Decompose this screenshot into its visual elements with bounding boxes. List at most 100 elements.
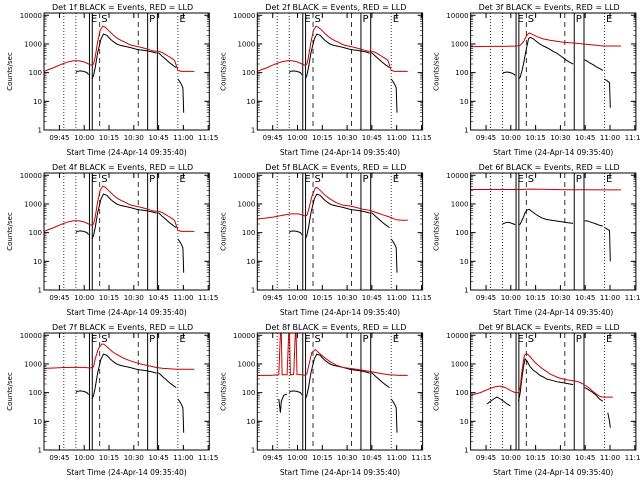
x-tick-label: 10:45 (149, 294, 169, 302)
x-axis-label: Start Time (24-Apr-14 09:35:40) (280, 148, 400, 157)
y-tick-label: 1000 (451, 200, 469, 208)
phase-marker: S (528, 14, 534, 25)
phase-marker: E (393, 174, 399, 185)
series-events (371, 52, 390, 69)
y-tick-label: 10000 (446, 172, 468, 180)
plot-frame (43, 12, 210, 131)
x-tick-label: 10:45 (575, 134, 595, 142)
phase-marker: P (576, 14, 582, 25)
y-tick-label: 1000 (24, 200, 42, 208)
series-events (75, 70, 89, 76)
y-tick-label: 1 (38, 287, 42, 295)
series-lld (257, 186, 408, 221)
series-events (177, 238, 185, 273)
phase-marker: E (606, 334, 612, 345)
plot-frame (470, 172, 637, 291)
series-events (371, 372, 390, 389)
x-tick-label: 11:00 (600, 134, 620, 142)
y-tick-label: 10 (460, 418, 469, 426)
x-axis-label: Start Time (24-Apr-14 09:35:40) (280, 468, 400, 477)
series-events (91, 33, 157, 80)
series-events (604, 227, 611, 262)
phase-marker: E (518, 14, 524, 25)
series-events (390, 78, 398, 113)
x-axis-label: Start Time (24-Apr-14 09:35:40) (67, 148, 187, 157)
x-tick-label: 10:30 (124, 294, 144, 302)
x-tick-label: 11:00 (173, 294, 193, 302)
y-tick-label: 1000 (24, 360, 42, 368)
x-tick-label: 10:30 (550, 454, 570, 462)
x-tick-label: 10:45 (575, 454, 595, 462)
series-events (518, 36, 574, 80)
y-tick-label: 1 (38, 127, 42, 135)
phase-marker: E (518, 334, 524, 345)
panel-title: Det 8f BLACK = Events, RED = LLD (265, 323, 406, 332)
x-tick-label: 10:30 (337, 134, 357, 142)
y-axis-label: Counts/sec (219, 372, 227, 411)
x-tick-label: 11:15 (625, 134, 640, 142)
panel-det-2: Det 2f BLACK = Events, RED = LLD Counts/s… (219, 3, 431, 157)
y-tick-label: 100 (29, 69, 42, 77)
x-tick-label: 09:45 (49, 454, 69, 462)
y-axis-label: Counts/sec (219, 52, 227, 91)
series-events (390, 238, 398, 273)
panel-title: Det 3f BLACK = Events, RED = LLD (479, 3, 620, 12)
series-lld (470, 352, 613, 398)
x-tick-label: 09:45 (49, 294, 69, 302)
x-tick-label: 11:15 (411, 294, 431, 302)
x-axis-label: Start Time (24-Apr-14 09:35:40) (280, 308, 400, 317)
x-tick-label: 09:45 (263, 134, 283, 142)
series-events (288, 230, 303, 236)
x-tick-label: 10:45 (362, 294, 382, 302)
plot-frame (43, 172, 210, 291)
phase-marker: P (149, 14, 155, 25)
x-tick-label: 11:15 (411, 454, 431, 462)
y-tick-label: 10 (460, 98, 469, 106)
phase-marker: E (304, 14, 310, 25)
x-tick-label: 10:15 (312, 134, 332, 142)
y-tick-label: 10 (33, 418, 42, 426)
series-events (177, 78, 185, 113)
y-axis-label: Counts/sec (6, 212, 14, 251)
panel-title: Det 4f BLACK = Events, RED = LLD (52, 163, 193, 172)
x-tick-label: 11:15 (625, 294, 640, 302)
phase-marker: S (315, 14, 321, 25)
series-events (75, 390, 89, 396)
phase-marker: P (149, 174, 155, 185)
panel-title: Det 7f BLACK = Events, RED = LLD (52, 323, 193, 332)
y-axis-label: Counts/sec (219, 212, 227, 251)
plot-frame (256, 332, 424, 451)
plot-frame (470, 332, 637, 451)
series-events (502, 71, 516, 76)
y-axis-label: Counts/sec (6, 372, 14, 411)
x-tick-label: 11:15 (625, 454, 640, 462)
series-events (607, 412, 611, 428)
panel-title: Det 9f BLACK = Events, RED = LLD (479, 323, 620, 332)
y-tick-label: 1 (464, 447, 468, 455)
panel-title: Det 5f BLACK = Events, RED = LLD (265, 163, 406, 172)
x-tick-label: 11:00 (387, 454, 407, 462)
phase-marker: E (606, 174, 612, 185)
x-tick-label: 09:45 (263, 294, 283, 302)
x-tick-label: 09:45 (476, 294, 496, 302)
x-tick-label: 10:15 (99, 294, 119, 302)
y-tick-label: 1000 (237, 360, 255, 368)
y-tick-label: 1000 (24, 40, 42, 48)
series-events (278, 393, 288, 413)
x-tick-label: 10:30 (124, 134, 144, 142)
x-tick-label: 09:45 (476, 134, 496, 142)
y-tick-label: 10 (246, 418, 255, 426)
series-events (584, 59, 604, 71)
series-events (584, 387, 604, 402)
x-tick-label: 10:00 (287, 294, 307, 302)
panel-det-1: Det 1f BLACK = Events, RED = LLD Counts/s… (6, 3, 218, 157)
series-events (304, 33, 370, 80)
series-events (177, 398, 185, 433)
y-tick-label: 100 (455, 229, 468, 237)
y-tick-label: 1 (38, 447, 42, 455)
x-tick-label: 10:00 (74, 454, 94, 462)
x-tick-label: 11:00 (600, 294, 620, 302)
x-tick-label: 10:30 (124, 454, 144, 462)
plot-frame (256, 172, 424, 291)
series-events (157, 52, 177, 69)
